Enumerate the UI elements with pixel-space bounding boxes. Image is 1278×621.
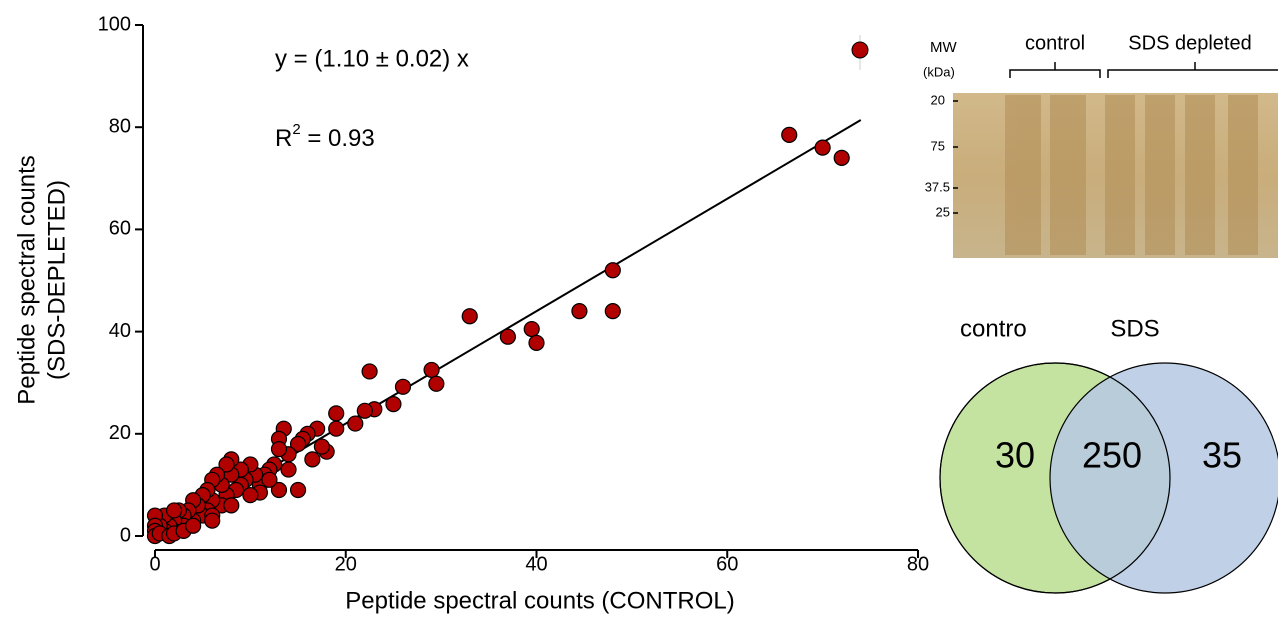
data-point: [781, 126, 798, 143]
data-point: [528, 334, 545, 351]
mw-marker: 25: [936, 204, 950, 219]
data-point: [394, 378, 412, 395]
data-point: [328, 420, 345, 437]
annotation: R2 = 0.93: [275, 121, 375, 152]
y-tick-label: 20: [109, 422, 131, 444]
data-point: [385, 396, 402, 413]
data-point: [185, 517, 202, 534]
data-point: [814, 139, 831, 156]
x-axis-label: Peptide spectral counts (CONTROL): [345, 587, 734, 614]
data-point: [361, 363, 378, 380]
y-tick-label: 100: [98, 13, 131, 35]
x-tick-label: 60: [716, 553, 738, 575]
gel-lanes: [1005, 95, 1258, 255]
x-tick-label: 80: [907, 553, 929, 575]
data-point: [280, 461, 297, 478]
set-label: SDS: [1110, 315, 1159, 342]
lane-brackets: [953, 62, 1278, 214]
legend: [851, 35, 869, 70]
lane-label: control: [1025, 32, 1085, 54]
annotation-part: R: [275, 125, 292, 152]
mw-marker: 37.5: [925, 179, 950, 194]
data-point: [328, 405, 345, 422]
data-point: [604, 303, 621, 320]
annotation-part: 2: [292, 121, 300, 138]
mw-label: MW: [930, 39, 957, 56]
venn-outline: [939, 362, 1171, 594]
data-point: [242, 487, 259, 504]
data-point: [313, 438, 331, 455]
data-point: [571, 303, 588, 320]
annotation: y = (1.10 ± 0.02) x: [275, 45, 469, 72]
y-axis-label: (SDS-DEPLETED): [43, 180, 70, 380]
y-tick-label: 0: [120, 524, 131, 546]
data-point: [289, 435, 307, 453]
data-point: [261, 471, 278, 488]
y-tick-label: 60: [109, 218, 131, 240]
x-tick-label: 20: [335, 553, 357, 575]
data-point: [347, 415, 364, 432]
y-tick-label: 40: [109, 320, 131, 342]
venn-set: [1049, 362, 1278, 594]
unit-label: (kDa): [923, 64, 955, 79]
data-point: [833, 149, 850, 166]
data-point: [270, 441, 288, 458]
lane-label: SDS depleted: [1128, 32, 1251, 54]
y-tick-label: 80: [109, 115, 131, 137]
annotation-part: = 0.93: [301, 125, 375, 152]
x-tick-label: 40: [525, 553, 547, 575]
data-point: [270, 481, 288, 499]
data-point: [499, 328, 516, 345]
region-count: 30: [995, 435, 1035, 476]
region-count: 35: [1202, 435, 1242, 476]
data-point: [223, 497, 240, 514]
data-point: [604, 262, 621, 279]
data-point: [304, 451, 321, 468]
data-point: [218, 456, 235, 473]
set-label: contro: [960, 315, 1027, 342]
data-point: [461, 308, 478, 325]
data-point: [428, 375, 445, 392]
mw-marker: 75: [931, 138, 945, 153]
data-point: [204, 512, 221, 529]
x-tick-label: 0: [149, 553, 160, 575]
region-count: 250: [1082, 435, 1142, 476]
mw-marker: 20: [931, 92, 945, 107]
y-axis-label: Peptide spectral counts: [13, 155, 40, 404]
gel-panel: MW (kDa) 20 75 37.5 25 control SDS deple…: [923, 32, 1278, 258]
data-point: [523, 320, 540, 338]
data-point: [423, 361, 440, 379]
data-point: [356, 402, 373, 419]
data-point: [289, 481, 307, 499]
data-point: [165, 502, 183, 519]
